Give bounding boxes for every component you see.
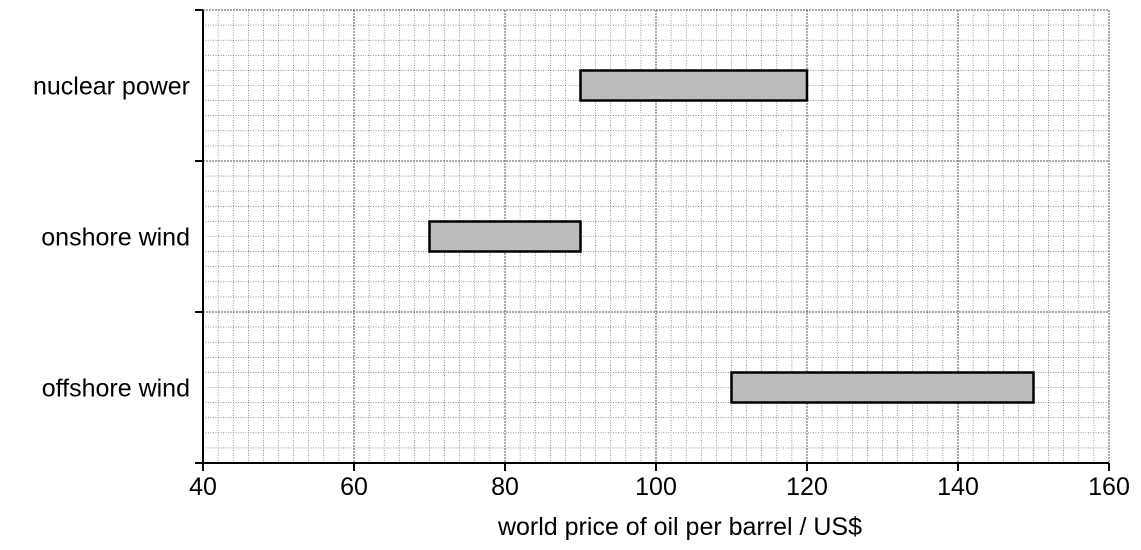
category-label: nuclear power: [33, 73, 190, 101]
x-tick-label: 80: [491, 473, 519, 501]
bars: [428, 69, 1035, 404]
category-label: offshore wind: [42, 375, 190, 403]
axes: [195, 9, 1110, 471]
x-axis-label: world price of oil per barrel / US$: [497, 513, 862, 541]
x-tick-label: 160: [1088, 473, 1130, 501]
x-tick-label: 40: [189, 473, 217, 501]
range-bar: [579, 69, 809, 102]
x-tick-label: 140: [937, 473, 979, 501]
x-tick-label: 120: [786, 473, 828, 501]
x-tick-label: 60: [340, 473, 368, 501]
labels: 40 60 80 100 120 140 160 nuclear power onshore w…: [33, 73, 1130, 502]
range-bar: [730, 371, 1035, 404]
x-tick-label: 100: [635, 473, 677, 501]
range-bar: [428, 220, 582, 253]
category-label: onshore wind: [41, 224, 190, 252]
